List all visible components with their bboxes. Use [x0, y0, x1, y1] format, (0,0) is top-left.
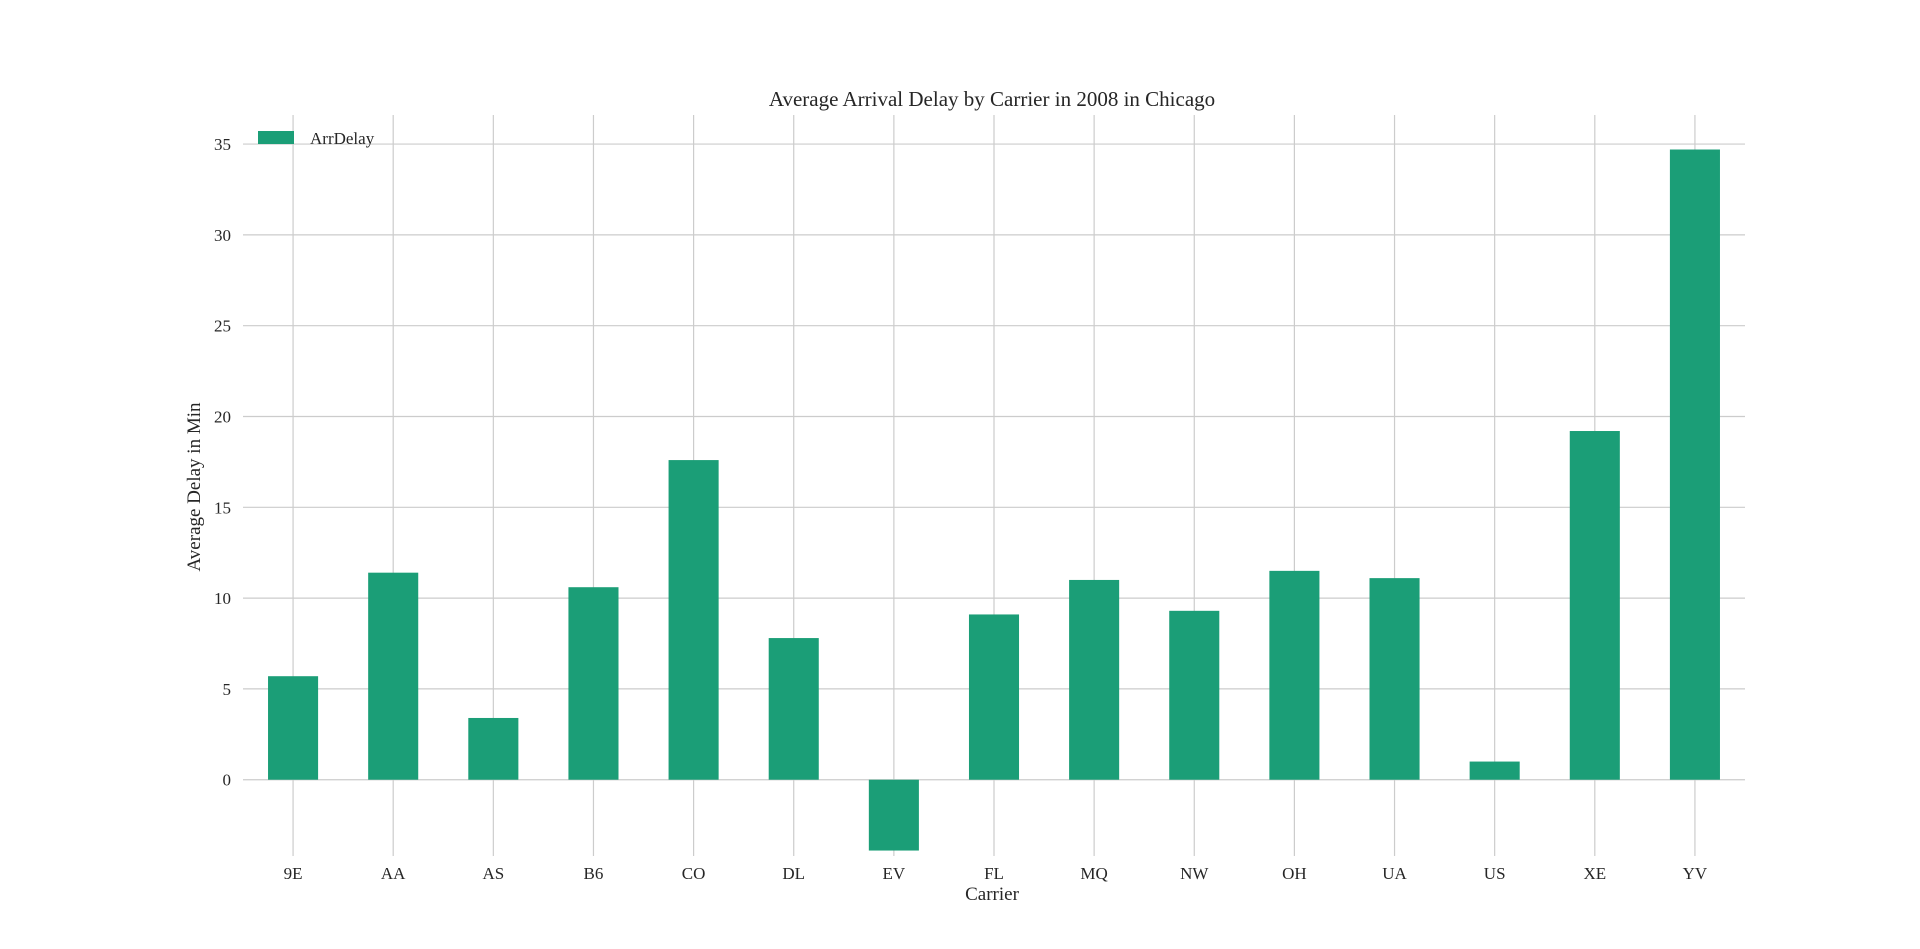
bar-b6	[568, 587, 619, 780]
x-tick-label: EV	[883, 864, 906, 883]
x-tick-label: 9E	[284, 864, 303, 883]
bar-as	[468, 717, 519, 780]
x-tick-label: NW	[1180, 864, 1209, 883]
bar-ev	[868, 779, 919, 851]
x-tick-label: MQ	[1080, 864, 1107, 883]
bar-us	[1469, 761, 1520, 780]
x-tick-label: YV	[1683, 864, 1708, 883]
x-tick-label: US	[1484, 864, 1506, 883]
y-tick-label: 10	[214, 589, 231, 608]
y-tick-label: 20	[214, 407, 231, 426]
legend: ArrDelay	[258, 129, 375, 148]
x-tick-label: B6	[584, 864, 604, 883]
y-tick-label: 30	[214, 226, 231, 245]
x-tick-label: CO	[682, 864, 706, 883]
bar-mq	[1069, 579, 1120, 780]
chart-title: Average Arrival Delay by Carrier in 2008…	[769, 87, 1215, 111]
y-tick-label: 35	[214, 135, 231, 154]
bars	[268, 149, 1720, 851]
bar-9e	[268, 676, 319, 780]
y-tick-label: 0	[223, 771, 232, 790]
x-tick-label: FL	[984, 864, 1004, 883]
x-tick-label: AA	[381, 864, 406, 883]
x-tick-label: OH	[1282, 864, 1307, 883]
bar-dl	[768, 638, 819, 780]
y-tick-label: 25	[214, 317, 231, 336]
x-tick-label: DL	[782, 864, 805, 883]
y-tick-label: 15	[214, 498, 231, 517]
bar-oh	[1269, 570, 1320, 780]
bar-yv	[1669, 149, 1720, 780]
y-axis-label: Average Delay in Min	[184, 402, 205, 572]
bar-fl	[968, 614, 1020, 780]
bar-nw	[1169, 610, 1220, 780]
bar-ua	[1369, 578, 1420, 780]
x-axis-label: Carrier	[965, 884, 1019, 905]
y-tick-label: 5	[223, 680, 232, 699]
legend-swatch	[258, 131, 294, 144]
x-tick-label: XE	[1583, 864, 1606, 883]
y-axis-ticks: 0 5 10 15 20 25 30 35	[214, 135, 231, 790]
bar-aa	[368, 572, 419, 780]
legend-label: ArrDelay	[310, 129, 375, 148]
x-axis-ticks: 9E AA AS B6 CO DL EV FL MQ NW OH UA US XE YV	[284, 864, 1708, 883]
bar-xe	[1569, 431, 1620, 780]
x-tick-label: UA	[1382, 864, 1407, 883]
x-tick-label: AS	[482, 864, 504, 883]
bar-co	[668, 460, 719, 780]
